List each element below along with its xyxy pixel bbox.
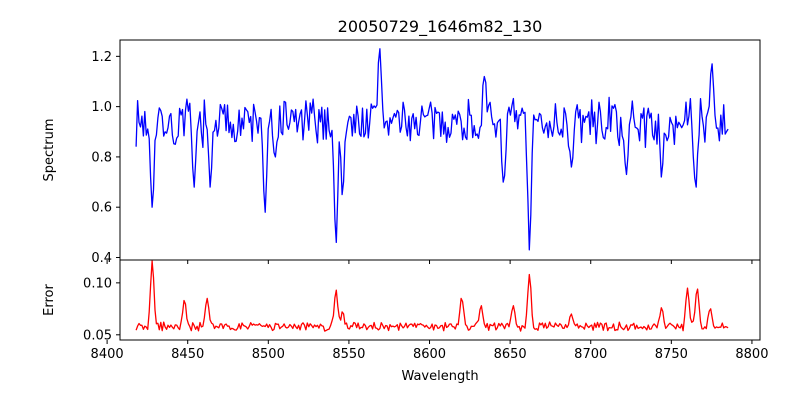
spectrum-y-tick-label: 1.0 (91, 100, 112, 115)
spectrum-y-tick-label: 0.6 (91, 201, 112, 216)
spectrum-y-tick-label: 1.2 (91, 50, 112, 65)
error-axes-frame (119, 259, 761, 341)
error-y-tick-label: 0.05 (83, 328, 112, 343)
chart-title: 20050729_1646m82_130 (338, 17, 543, 37)
error-x-tick-label: 8450 (171, 347, 204, 362)
error-x-tick-label: 8500 (252, 347, 285, 362)
spectrum-y-tick-label: 0.8 (91, 150, 112, 165)
error-x-tick-label: 8750 (655, 347, 688, 362)
error-x-tick-label: 8600 (413, 347, 446, 362)
error-x-tick-label: 8700 (574, 347, 607, 362)
error-series (135, 260, 729, 332)
spectrum-series (135, 48, 729, 251)
error-y-axis-label: Error (42, 284, 57, 316)
error-x-tick-label: 8400 (91, 347, 124, 362)
error-panel: 0.05 0.10 8400 8450 8500 8550 8600 8650 8700 875… (42, 259, 768, 384)
spectrum-x-ticks (106, 260, 753, 264)
error-x-tick-label: 8650 (494, 347, 527, 362)
spectrum-y-axis-label: Spectrum (42, 119, 57, 182)
error-line (135, 260, 729, 332)
error-x-tick-label: 8550 (332, 347, 365, 362)
spectrum-line (135, 48, 729, 251)
spectrum-panel: 0.4 0.6 0.8 1.0 1.2 Spectrum (42, 39, 761, 266)
error-y-ticks: 0.05 0.10 (83, 276, 120, 343)
error-y-tick-label: 0.10 (83, 276, 112, 291)
x-axis-label: Wavelength (401, 369, 478, 384)
error-x-tick-label: 8800 (735, 347, 768, 362)
spectrum-y-ticks: 0.4 0.6 0.8 1.0 1.2 (91, 50, 120, 266)
error-x-ticks: 8400 8450 8500 8550 8600 8650 8700 8750 8800 (91, 340, 768, 362)
spectrum-y-tick-label: 0.4 (91, 251, 112, 266)
